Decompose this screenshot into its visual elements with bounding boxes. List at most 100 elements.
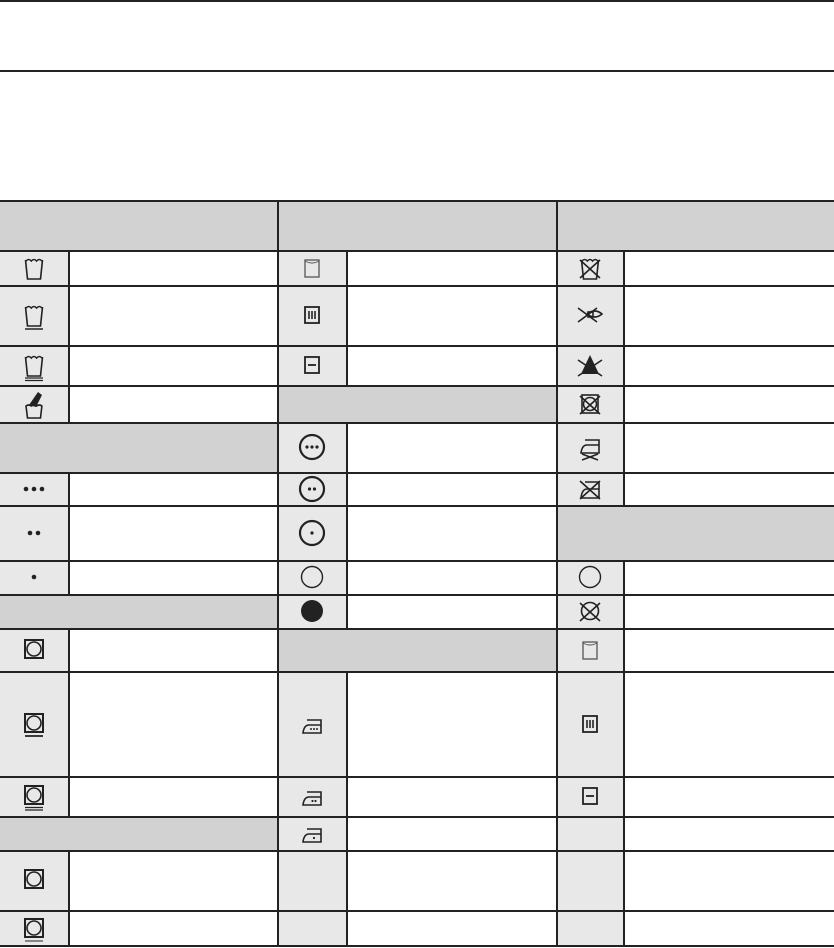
no-steam-iron-icon	[575, 432, 605, 464]
symbol-cell	[0, 776, 70, 816]
section-header	[0, 594, 278, 628]
symbol-cell	[0, 560, 70, 594]
symbol-cell	[278, 776, 348, 816]
drip-dry-square-icon	[575, 635, 605, 667]
do-not-tumble-dry-icon	[575, 389, 605, 421]
symbol-cell	[278, 345, 348, 385]
circle-one-dot-icon	[297, 518, 327, 550]
description-cell	[625, 560, 834, 594]
description-cell	[70, 628, 278, 671]
symbol-cell	[0, 345, 70, 385]
description-cell	[348, 345, 557, 385]
do-not-wash-icon	[575, 253, 605, 285]
description-cell	[348, 816, 557, 850]
symbol-cell	[557, 628, 625, 671]
drip-dry-square-icon	[297, 253, 327, 285]
symbol-cell	[278, 850, 348, 910]
symbol-cell	[278, 560, 348, 594]
section-header	[557, 200, 834, 250]
tumble-dry-icon	[19, 865, 49, 897]
symbol-cell	[557, 594, 625, 628]
symbol-cell	[557, 816, 625, 850]
do-not-bleach-icon	[575, 350, 605, 382]
description-cell	[625, 385, 834, 422]
description-cell	[348, 422, 557, 472]
description-cell	[625, 628, 834, 671]
symbol-cell	[557, 250, 625, 285]
table-bottom-border	[0, 945, 834, 947]
top-rule	[0, 0, 834, 2]
square-three-lines-icon	[575, 709, 605, 741]
description-cell	[70, 671, 278, 776]
symbol-cell	[0, 910, 70, 947]
description-cell	[70, 250, 278, 285]
symbol-cell	[0, 671, 70, 776]
circle-two-dots-icon	[297, 474, 327, 506]
symbol-cell	[278, 422, 348, 472]
section-header	[0, 422, 278, 472]
circle-empty-icon	[297, 562, 327, 594]
section-header	[0, 200, 278, 250]
description-cell	[625, 910, 834, 947]
description-cell	[70, 285, 278, 345]
symbol-cell	[557, 385, 625, 422]
column-divider	[556, 200, 558, 947]
symbol-cell	[0, 385, 70, 422]
tumble-dry-underline-icon	[19, 709, 49, 741]
symbol-cell	[557, 910, 625, 947]
do-not-wring-icon	[575, 300, 605, 332]
description-cell	[625, 776, 834, 816]
symbol-cell	[278, 472, 348, 505]
hand-wash-icon	[19, 389, 49, 421]
symbol-cell	[557, 345, 625, 385]
do-not-iron-icon	[575, 474, 605, 506]
section-header	[278, 385, 557, 422]
description-cell	[70, 776, 278, 816]
symbol-cell	[557, 560, 625, 594]
one-dot-icon	[19, 562, 49, 594]
description-cell	[70, 345, 278, 385]
description-cell	[625, 850, 834, 910]
symbol-cell	[0, 850, 70, 910]
symbol-cell	[278, 910, 348, 947]
section-header	[0, 816, 278, 850]
description-cell	[348, 250, 557, 285]
symbol-cell	[557, 850, 625, 910]
symbol-cell	[0, 250, 70, 285]
description-cell	[348, 285, 557, 345]
tumble-dry-icon	[19, 635, 49, 667]
symbol-cell	[278, 285, 348, 345]
description-cell	[348, 560, 557, 594]
iron-two-dots-icon	[297, 781, 327, 813]
wash-tub-icon	[19, 253, 49, 285]
symbol-cell	[0, 505, 70, 560]
symbol-cell	[278, 250, 348, 285]
description-cell	[70, 472, 278, 505]
description-cell	[70, 910, 278, 947]
description-cell	[348, 910, 557, 947]
description-cell	[70, 385, 278, 422]
symbol-cell	[278, 505, 348, 560]
symbol-cell	[0, 628, 70, 671]
column-divider	[277, 200, 279, 947]
tumble-dry-thin-underline-icon	[19, 914, 49, 946]
description-cell	[70, 505, 278, 560]
section-header	[557, 505, 834, 560]
description-cell	[348, 472, 557, 505]
symbol-cell	[0, 472, 70, 505]
symbol-cell	[557, 472, 625, 505]
tumble-dry-double-underline-icon	[19, 781, 49, 813]
symbol-cell	[557, 671, 625, 776]
symbol-cell	[557, 776, 625, 816]
description-cell	[348, 671, 557, 776]
section-header	[278, 628, 557, 671]
symbol-cell	[278, 816, 348, 850]
three-dots-icon	[19, 474, 49, 506]
square-flat-line-icon	[297, 350, 327, 382]
wash-tub-underline-icon	[19, 300, 49, 332]
circle-three-dots-icon	[297, 432, 327, 464]
do-not-dry-clean-icon	[575, 596, 605, 628]
description-cell	[625, 671, 834, 776]
description-cell	[625, 816, 834, 850]
description-cell	[625, 250, 834, 285]
